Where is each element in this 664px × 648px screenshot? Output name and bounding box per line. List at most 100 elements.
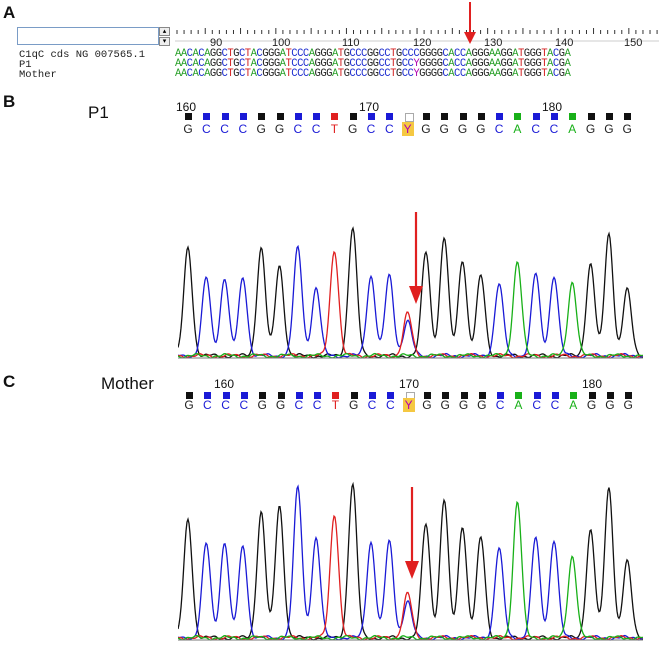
base-call-p1: C bbox=[549, 122, 559, 136]
base-quality-box bbox=[186, 392, 193, 399]
position-number: 180 bbox=[582, 377, 603, 391]
base-call-p1: C bbox=[311, 122, 321, 136]
base-call-p1: G bbox=[274, 122, 285, 136]
base-call-p1: T bbox=[330, 122, 339, 136]
base-call-mother: C bbox=[495, 398, 505, 412]
base-call-mother: Y bbox=[402, 398, 415, 412]
alignment-sequence-mother: AACACAGGCTGCTACGGGATCCCAGGGATGCCCGGCCTGC… bbox=[175, 68, 571, 80]
trace-A-p1 bbox=[178, 260, 643, 359]
ruler-number: 120 bbox=[413, 37, 432, 49]
base-call-p1: C bbox=[293, 122, 303, 136]
scroll-down-icon[interactable]: ▾ bbox=[159, 37, 170, 46]
base-quality-box bbox=[222, 392, 230, 399]
base-quality-box bbox=[221, 113, 229, 120]
base-quality-box bbox=[515, 392, 523, 399]
base-call-p1: G bbox=[585, 122, 596, 136]
base-call-mother: C bbox=[294, 398, 304, 412]
position-number: 170 bbox=[399, 377, 420, 391]
base-call-p1: C bbox=[366, 122, 376, 136]
base-call-p1: G bbox=[604, 122, 614, 136]
base-call-mother: G bbox=[257, 398, 267, 412]
ruler-number: 100 bbox=[272, 37, 291, 49]
ruler-number: 110 bbox=[342, 37, 360, 49]
base-call-mother: C bbox=[202, 398, 212, 412]
base-quality-box bbox=[386, 113, 394, 120]
base-quality-box bbox=[369, 392, 376, 399]
base-quality-box bbox=[239, 113, 247, 120]
variant-arrow-mother bbox=[405, 487, 419, 579]
position-number: 160 bbox=[176, 100, 197, 114]
base-quality-box bbox=[606, 392, 614, 399]
base-quality-box bbox=[332, 392, 340, 399]
base-quality-box bbox=[532, 113, 540, 120]
chromatogram-mother bbox=[178, 481, 643, 641]
alignment-row-label-mother: Mother bbox=[19, 69, 57, 81]
trace-G-mother bbox=[178, 481, 643, 641]
position-number: 170 bbox=[359, 100, 380, 114]
position-number: 180 bbox=[542, 100, 563, 114]
sequence-name-field[interactable] bbox=[17, 27, 159, 45]
base-quality-box bbox=[258, 113, 266, 120]
base-call-p1: G bbox=[622, 122, 632, 136]
base-call-mother: G bbox=[477, 398, 487, 412]
base-quality-box bbox=[259, 392, 267, 399]
base-quality-box bbox=[459, 113, 467, 120]
base-call-p1: C bbox=[494, 122, 504, 136]
base-quality-box bbox=[552, 392, 559, 399]
base-quality-box bbox=[185, 113, 192, 120]
base-call-p1: G bbox=[256, 122, 266, 136]
ruler-number: 140 bbox=[555, 37, 574, 49]
base-call-p1: G bbox=[183, 122, 193, 136]
variant-arrow-p1 bbox=[409, 212, 423, 304]
base-quality-box bbox=[331, 113, 339, 120]
trace-A-mother bbox=[178, 500, 643, 641]
alignment-row-label-p1: P1 bbox=[19, 59, 32, 71]
base-quality-box bbox=[294, 113, 302, 120]
base-call-p1: G bbox=[457, 122, 468, 136]
alignment-sequence-p1: AACACAGGCTGCTACGGGATCCCAGGGATGCCCGGCCTGC… bbox=[175, 58, 571, 70]
base-call-mother: C bbox=[221, 398, 230, 412]
base-quality-box bbox=[368, 113, 375, 120]
base-quality-box bbox=[533, 392, 541, 399]
alignment-row-label-ref: C1qC cds NG 007565.1 bbox=[19, 49, 146, 61]
base-call-mother: T bbox=[331, 398, 340, 412]
base-call-p1: C bbox=[220, 122, 229, 136]
base-quality-box bbox=[313, 113, 321, 120]
base-call-p1: G bbox=[421, 122, 431, 136]
base-quality-box bbox=[276, 113, 284, 120]
ruler-ticks bbox=[175, 28, 659, 42]
ruler-number: 90 bbox=[210, 37, 223, 49]
base-call-mother: C bbox=[385, 398, 395, 412]
base-quality-box bbox=[605, 113, 613, 120]
base-call-p1: Y bbox=[401, 122, 414, 136]
base-call-mother: C bbox=[239, 398, 249, 412]
base-quality-box bbox=[314, 392, 322, 399]
base-call-mother: G bbox=[275, 398, 286, 412]
base-call-mother: G bbox=[605, 398, 615, 412]
position-number: 160 bbox=[214, 377, 235, 391]
base-call-p1: A bbox=[513, 122, 522, 136]
scroll-buttons[interactable]: ▴ ▾ bbox=[159, 27, 171, 47]
base-call-p1: G bbox=[476, 122, 486, 136]
base-call-p1: A bbox=[568, 122, 577, 136]
base-call-mother: G bbox=[349, 398, 359, 412]
base-quality-box bbox=[422, 113, 430, 120]
chromatogram-p1 bbox=[178, 226, 643, 359]
ruler-number: 130 bbox=[484, 37, 503, 49]
base-quality-box bbox=[203, 113, 211, 120]
base-call-p1: C bbox=[384, 122, 394, 136]
scroll-up-icon[interactable]: ▴ bbox=[159, 27, 170, 36]
base-quality-box bbox=[551, 113, 558, 120]
sample-label-mother: Mother bbox=[101, 374, 154, 393]
base-call-mother: C bbox=[312, 398, 322, 412]
base-quality-box bbox=[277, 392, 285, 399]
base-call-mother: C bbox=[367, 398, 377, 412]
base-quality-box bbox=[295, 392, 303, 399]
base-quality-box bbox=[349, 113, 357, 120]
base-quality-box bbox=[587, 113, 595, 120]
base-quality-box bbox=[423, 392, 431, 399]
panel-label-a: A bbox=[3, 3, 16, 22]
base-call-mother: C bbox=[532, 398, 542, 412]
base-quality-box bbox=[514, 113, 522, 120]
base-quality-box bbox=[625, 392, 633, 399]
